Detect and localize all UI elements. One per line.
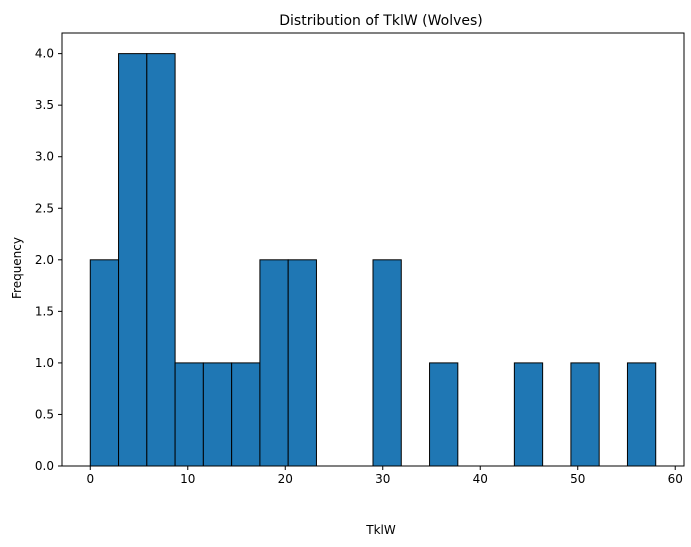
histogram-bar-15 — [513, 362, 544, 467]
x-tick-label-2: 20 — [278, 472, 293, 486]
x-tick-label-3: 30 — [375, 472, 390, 486]
y-tick-label-0: 0.0 — [35, 459, 54, 473]
histogram-bar-17 — [570, 362, 600, 467]
y-tick-label-3: 1.5 — [35, 304, 54, 318]
histogram-bar-2 — [146, 53, 176, 467]
y-tick-label-6: 3.0 — [35, 150, 54, 164]
y-tick-label-4: 2.0 — [35, 253, 54, 267]
x-tick-label-6: 60 — [668, 472, 683, 486]
histogram-bar-10 — [372, 259, 402, 467]
chart-title: Distribution of TklW (Wolves) — [279, 13, 483, 29]
y-axis-label: Frequency — [10, 237, 24, 299]
histogram-bar-0 — [89, 259, 120, 467]
histogram-bar-19 — [626, 362, 657, 467]
y-tick-label-5: 2.5 — [35, 201, 54, 215]
histogram-bar-1 — [118, 53, 148, 467]
y-tick-label-1: 0.5 — [35, 407, 54, 421]
y-tick-label-7: 3.5 — [35, 98, 54, 112]
x-axis: 0 10 20 30 40 50 60 — [86, 466, 683, 486]
y-axis: 0.0 0.5 1.0 1.5 2.0 2.5 3.0 3.5 4.0 — [35, 47, 62, 473]
x-tick-label-4: 40 — [473, 472, 488, 486]
histogram-bar-12 — [429, 362, 459, 467]
x-tick-label-0: 0 — [86, 472, 94, 486]
x-tick-label-5: 50 — [570, 472, 585, 486]
x-axis-label: TklW — [365, 523, 396, 537]
histogram-bar-5 — [231, 362, 261, 467]
histogram-bar-6 — [259, 259, 289, 467]
histogram-bar-3 — [174, 362, 204, 467]
x-tick-label-1: 10 — [180, 472, 195, 486]
histogram-bar-4 — [202, 362, 233, 467]
bars-layer — [89, 53, 657, 467]
plot-frame — [61, 32, 685, 467]
y-tick-label-8: 4.0 — [35, 47, 54, 61]
y-tick-label-2: 1.0 — [35, 356, 54, 370]
histogram-bar-7 — [287, 259, 317, 467]
